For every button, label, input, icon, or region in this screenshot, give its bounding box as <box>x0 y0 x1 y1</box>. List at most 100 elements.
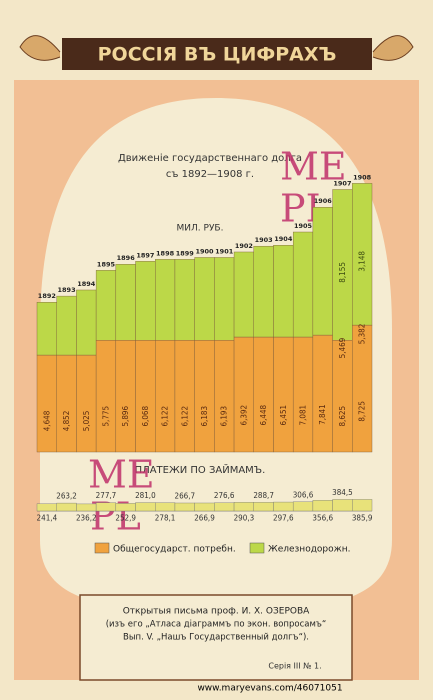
x-tick-label: 1907 <box>333 179 351 187</box>
x-tick-label: 1892 <box>38 292 56 300</box>
chart-title: Движеніе государственнаго долга <box>118 152 302 164</box>
bar-segment <box>292 231 314 338</box>
bar-label: 4,852 <box>62 411 71 432</box>
ornament <box>19 35 414 61</box>
footer-panel <box>79 594 353 681</box>
bar-label: 6,068 <box>141 406 150 427</box>
x-tick-label: 1905 <box>294 222 313 230</box>
payment-label: 290,3 <box>234 514 255 523</box>
payment-label: 236,2 <box>76 514 97 523</box>
x-tick-label: 1897 <box>136 251 154 259</box>
bar-segment <box>253 245 274 338</box>
payment-label: 276,6 <box>214 491 235 500</box>
legend-swatch <box>94 542 110 554</box>
footer-line: (изъ его „Атласа діаграммъ по экон. вопр… <box>106 620 327 630</box>
bar-segment <box>115 340 136 453</box>
payment-bar <box>352 499 373 512</box>
payment-label: 263,2 <box>56 492 77 501</box>
bar-segment <box>155 259 176 341</box>
x-tick-label: 1900 <box>195 247 214 255</box>
watermark: PL <box>90 495 141 539</box>
bar-segment <box>312 207 333 336</box>
payment-bar <box>214 502 235 512</box>
bar-label: 4,648 <box>42 410 51 431</box>
unit-label: МИЛ. РУБ. <box>177 224 224 234</box>
bar-label: 5,469 <box>338 337 347 358</box>
bar-segment <box>312 334 333 453</box>
bar-label: 8,725 <box>358 401 367 422</box>
header-banner <box>62 38 372 70</box>
payment-bar <box>292 501 314 512</box>
x-tick-label: 1895 <box>97 260 116 268</box>
payment-label: 266,9 <box>194 514 215 523</box>
payment-label: 306,6 <box>293 490 314 499</box>
header: РОССІЯ ВЪ ЦИФРАХЪ <box>98 44 337 66</box>
bar-label: 6,392 <box>239 405 248 426</box>
bar-label: 8,155 <box>338 262 347 283</box>
bar-label: 6,193 <box>220 406 229 427</box>
x-tick-label: 1904 <box>274 235 293 243</box>
payment-label: 288,7 <box>253 491 274 500</box>
payments-title: ПЛАТЕЖИ ПО ЗАЙМАМЪ. <box>135 463 266 476</box>
payment-label: 277,7 <box>96 491 117 500</box>
x-tick-label: 1896 <box>117 254 136 262</box>
payment-bar <box>36 503 57 512</box>
bar-label: 5,775 <box>101 406 110 427</box>
payment-bar <box>174 502 195 512</box>
series-number: Серія III № 1. <box>268 662 321 671</box>
bar-segment <box>135 340 156 453</box>
bar-segment <box>233 336 254 453</box>
payment-bar <box>76 503 97 512</box>
bar-label: 6,122 <box>161 406 170 427</box>
bar-segment <box>95 340 117 453</box>
x-tick-label: 1899 <box>176 249 195 257</box>
bar-label: 5,896 <box>121 406 130 427</box>
watermark: ME <box>280 145 347 189</box>
bar-segment <box>194 257 215 341</box>
legend-label: Железнодорожн. <box>268 545 351 555</box>
payment-bar <box>194 502 215 512</box>
x-tick-label: 1893 <box>58 286 76 294</box>
bar-label: 6,122 <box>180 406 189 427</box>
bar-segment <box>273 336 294 453</box>
footer-line: Открытыя письма проф. И. Х. ОЗЕРОВА <box>123 607 310 617</box>
bar-segment <box>56 354 77 453</box>
x-tick-label: 1894 <box>77 280 96 288</box>
x-tick-label: 1908 <box>353 173 372 181</box>
payment-label: 384,5 <box>332 488 353 497</box>
source-url: www.maryevans.com/46071051 <box>197 684 342 694</box>
payment-bar <box>155 502 176 512</box>
payment-bar <box>115 503 136 512</box>
bar-segment <box>56 295 77 356</box>
payment-bar <box>95 502 117 512</box>
bar-label: 6,448 <box>259 404 268 425</box>
bar-segment <box>174 259 195 341</box>
bar-label: 7,081 <box>299 405 308 426</box>
bar-segment <box>115 264 136 341</box>
payment-label: 281,0 <box>135 491 156 500</box>
bar-segment <box>292 336 314 453</box>
payment-bar <box>135 502 156 512</box>
legend-label: Общегосударст. потребн. <box>113 545 236 555</box>
x-tick-label: 1898 <box>156 249 175 257</box>
bar-segment <box>194 340 215 453</box>
bar-segment <box>155 340 176 453</box>
bar-segment <box>273 245 294 338</box>
bar-label: 7,841 <box>318 404 327 425</box>
payment-label: 252,9 <box>115 514 136 523</box>
footer-line: Вып. V. „Нашъ Государственный долгъ“). <box>123 633 309 643</box>
x-tick-label: 1901 <box>215 247 234 255</box>
bar-segment <box>36 354 57 453</box>
bar-label: 3,148 <box>358 251 367 272</box>
bar-segment <box>174 340 195 453</box>
payment-bar <box>233 502 254 512</box>
bar-segment <box>36 302 57 356</box>
bar-label: 5,382 <box>358 324 367 345</box>
payment-label: 266,7 <box>174 491 195 500</box>
bar-label: 6,451 <box>279 405 288 426</box>
bar-segment <box>233 251 254 338</box>
watermark: ME <box>88 453 155 497</box>
payment-label: 278,1 <box>155 514 176 523</box>
bar-segment <box>95 270 117 341</box>
